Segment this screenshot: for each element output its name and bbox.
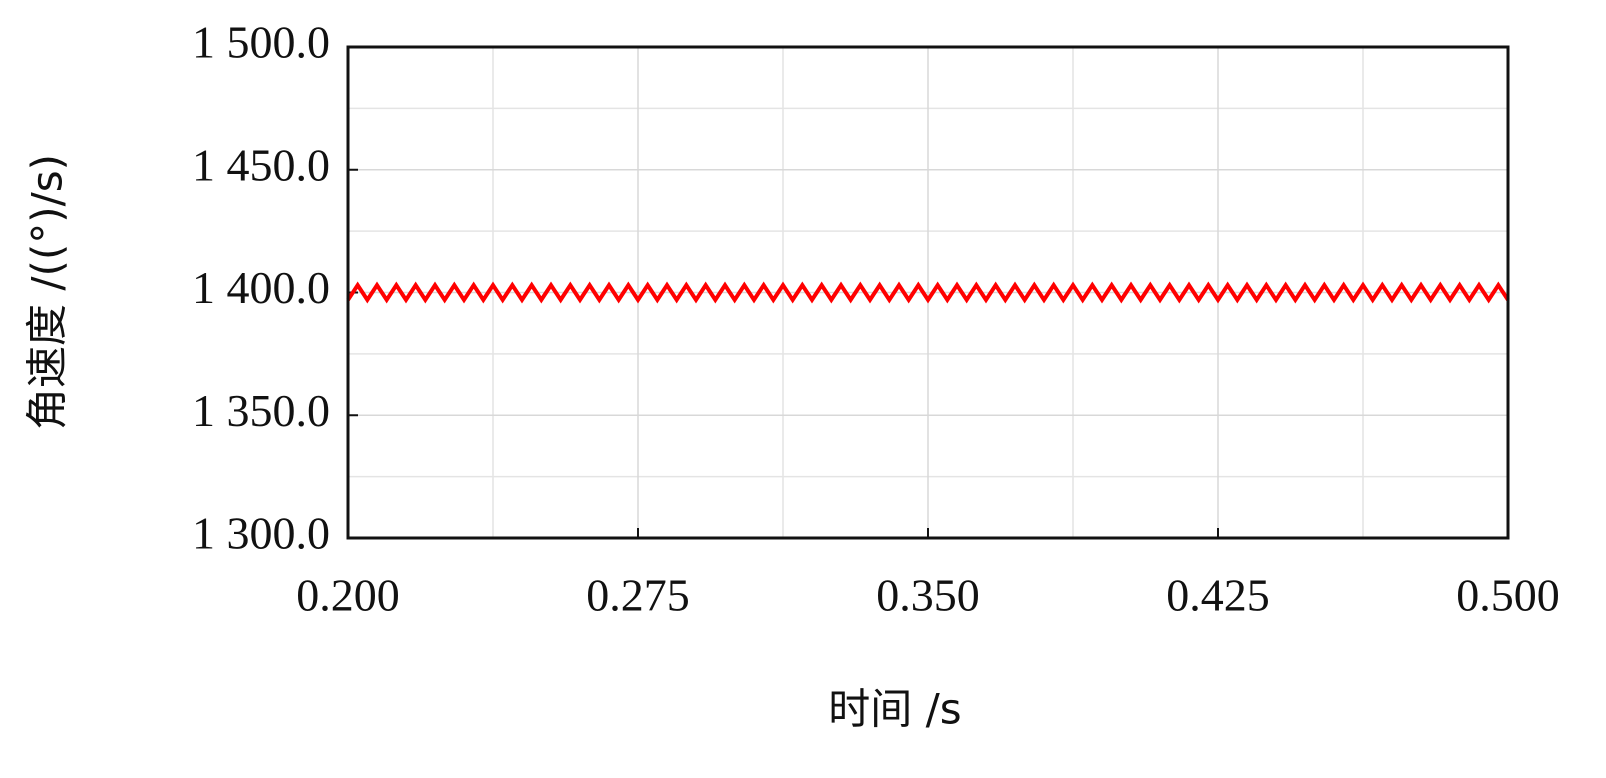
plot-frame [346, 45, 1510, 540]
y-tick-label: 1 300.0 [192, 508, 330, 559]
y-axis-label: 角速度 /((°)/s) [23, 154, 72, 430]
x-tick-label: 0.425 [1166, 570, 1270, 621]
x-axis-label: 时间 /s [828, 685, 961, 734]
x-tick-label: 0.500 [1456, 570, 1560, 621]
y-tick-label: 1 400.0 [192, 262, 330, 313]
line [346, 281, 1510, 304]
y-tick-label: 1 350.0 [192, 385, 330, 436]
x-tick-label: 0.200 [296, 570, 400, 621]
y-tick-label: 1 450.0 [192, 139, 330, 190]
y-tick-label: 1 500.0 [192, 17, 330, 68]
x-tick-label: 0.350 [876, 570, 980, 621]
x-tick-label: 0.275 [586, 570, 690, 621]
